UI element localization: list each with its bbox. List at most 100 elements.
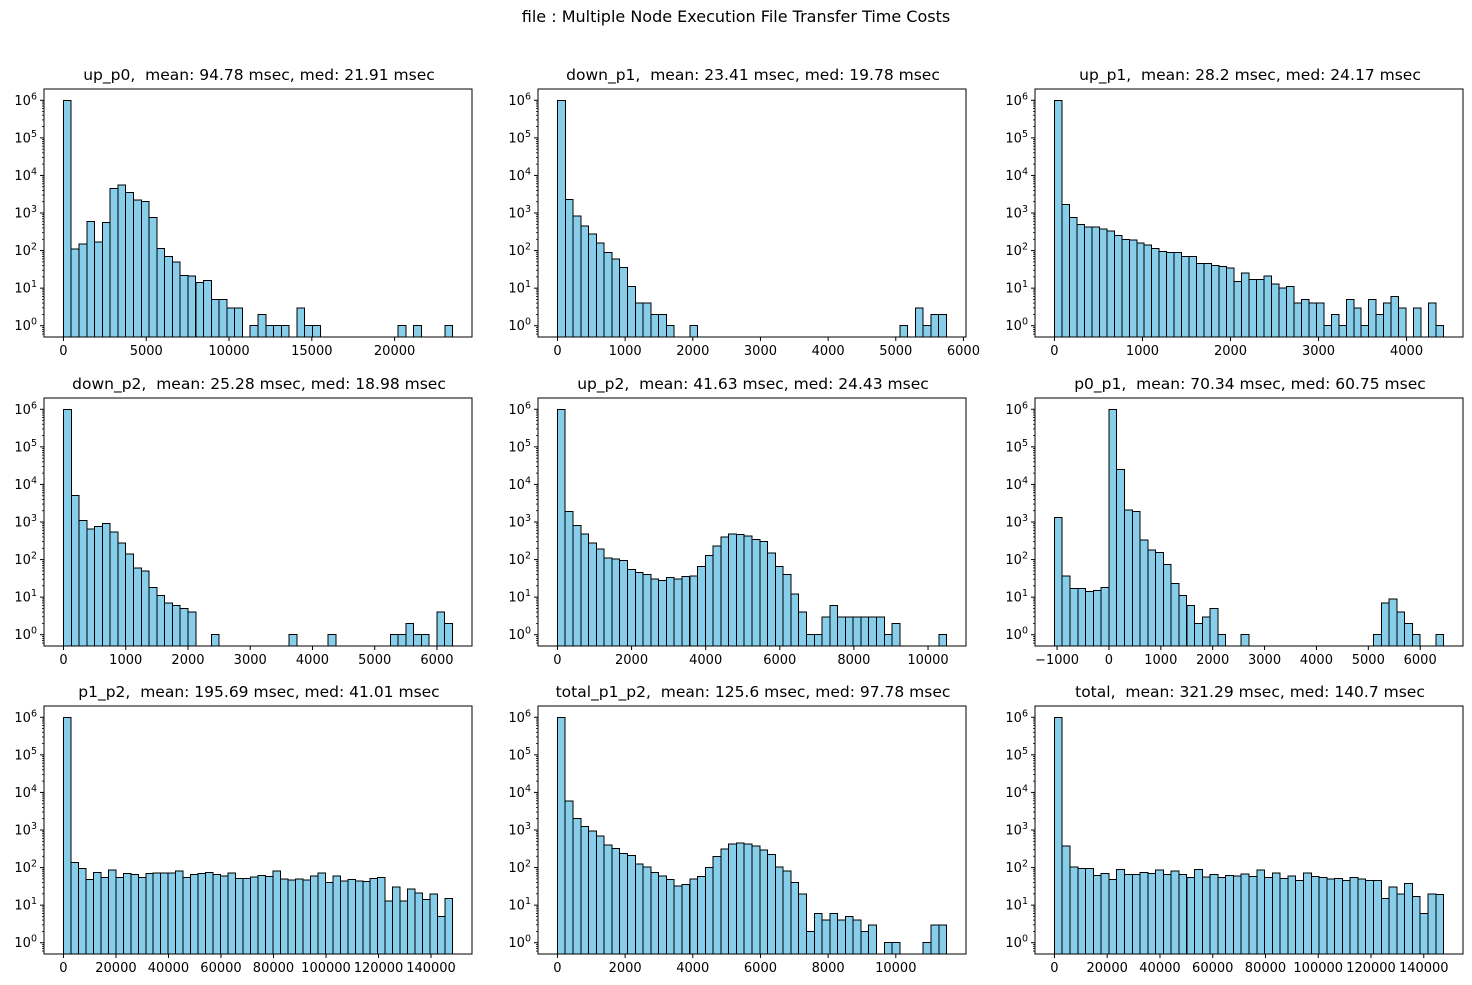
histogram-bar	[782, 870, 792, 955]
histogram-bar	[844, 616, 854, 647]
histogram-bar	[1108, 408, 1118, 647]
histogram-bar	[860, 616, 870, 647]
subplot-p0-p1: p0_p1, mean: 70.34 msec, med: 60.75 msec…	[993, 373, 1465, 673]
histogram-bar	[1147, 549, 1157, 647]
histogram-bar	[444, 325, 454, 338]
histogram-bar	[272, 870, 281, 955]
histogram-bar	[805, 634, 815, 647]
histogram-bar	[1085, 591, 1094, 647]
histogram-bar	[1170, 583, 1180, 647]
histogram-bar	[1123, 509, 1133, 647]
histogram-bar	[296, 307, 306, 338]
subplot-title-up-p2: up_p2, mean: 41.63 msec, med: 24.43 msec	[577, 375, 929, 393]
x-tick-label: 0	[553, 961, 561, 976]
histogram-bar	[1188, 255, 1198, 338]
histogram-bar	[1108, 879, 1118, 955]
histogram-bar	[125, 192, 134, 338]
histogram-bar	[728, 843, 737, 955]
x-tick-label: 20000	[1087, 961, 1128, 976]
histogram-bar	[1365, 880, 1375, 955]
histogram-bar	[1170, 870, 1180, 955]
histogram-bar	[354, 880, 364, 955]
y-tick-label: 105	[1005, 746, 1028, 764]
histogram-bar	[1255, 278, 1265, 338]
y-tick-label: 106	[508, 91, 531, 109]
y-tick-label: 102	[508, 859, 531, 877]
histogram-bar	[1368, 298, 1377, 338]
histogram-bar	[1232, 875, 1242, 955]
x-tick-label: 15000	[291, 344, 332, 359]
histogram-bar	[288, 634, 298, 647]
histogram-bar	[407, 888, 416, 955]
x-tick-label: 140000	[406, 961, 456, 976]
histogram-bar	[595, 548, 605, 647]
x-tick-label: 80000	[1245, 961, 1286, 976]
histogram-bar	[77, 867, 87, 955]
x-tick-label: 1000	[109, 653, 142, 668]
histogram-bar	[311, 325, 321, 338]
histogram-bar	[595, 242, 605, 338]
histogram-bar	[1326, 878, 1336, 955]
histogram-bar	[1178, 595, 1188, 647]
histogram-bar	[220, 875, 229, 955]
histogram-bar	[1158, 250, 1168, 338]
x-tick-label: 0	[553, 344, 561, 359]
histogram-bar	[70, 862, 79, 955]
x-tick-label: 0	[553, 653, 561, 668]
y-tick-label: 102	[1005, 551, 1028, 569]
histogram-bar	[132, 199, 142, 338]
histogram-plot-p1-p2: 100 101 102 103 104 105 106 0 20000 40000 60000 800…	[14, 705, 473, 976]
histogram-bar	[1053, 517, 1063, 647]
histogram-bar	[572, 525, 582, 647]
histogram-bar	[1116, 869, 1125, 955]
y-tick-label: 100	[508, 934, 531, 952]
y-tick-label: 104	[508, 475, 531, 493]
histogram-bar	[852, 919, 862, 955]
histogram-bar	[78, 243, 88, 338]
histogram-bar	[203, 279, 212, 338]
histogram-bar	[413, 634, 422, 647]
histogram-bar	[798, 611, 807, 647]
histogram-bar	[689, 575, 699, 647]
histogram-bar	[309, 875, 319, 955]
histogram-bar	[179, 607, 189, 647]
histogram-bar	[844, 915, 854, 955]
histogram-bar	[212, 874, 222, 955]
histogram-bar	[279, 878, 289, 955]
y-tick-label: 101	[1005, 279, 1028, 297]
histogram-bar	[1068, 217, 1078, 338]
x-tick-label: 100000	[1293, 961, 1343, 976]
subplot-title-up-p0: up_p0, mean: 94.78 msec, med: 21.91 msec	[83, 66, 435, 84]
histogram-bar	[179, 274, 189, 338]
y-tick-label: 106	[1005, 708, 1028, 726]
x-tick-label: 20000	[95, 961, 136, 976]
y-tick-label: 105	[14, 746, 37, 764]
histogram-bar	[62, 99, 72, 338]
histogram-bar	[891, 622, 901, 647]
histogram-bar	[728, 533, 737, 647]
x-tick-label: 3000	[744, 344, 777, 359]
x-tick-label: 2000	[1196, 653, 1229, 668]
histogram-bar	[619, 559, 628, 647]
histogram-bar	[1131, 874, 1141, 955]
histogram-bar	[101, 221, 111, 338]
histogram-bar	[420, 634, 430, 647]
histogram-bar	[226, 307, 236, 338]
histogram-plot-up-p2: 100 101 102 103 104 105 106 0 2000 4000 6000 8000 10…	[508, 397, 967, 668]
y-tick-label: 106	[14, 91, 37, 109]
y-tick-label: 103	[1005, 821, 1028, 839]
histogram-bar	[413, 325, 422, 338]
y-tick-label: 106	[1005, 91, 1028, 109]
histogram-bar	[1155, 551, 1164, 647]
y-tick-label: 100	[1005, 934, 1028, 952]
subplot-title-up-p1: up_p1, mean: 28.2 msec, med: 24.17 msec	[1079, 66, 1421, 84]
histogram-bar	[1264, 876, 1273, 955]
histogram-bar	[1155, 869, 1164, 955]
histogram-bar	[249, 325, 259, 338]
histogram-bar	[399, 900, 409, 955]
subplot-up-p1: up_p1, mean: 28.2 msec, med: 24.17 msec …	[993, 64, 1465, 364]
histogram-bar	[140, 201, 150, 338]
x-tick-label: 6000	[420, 653, 453, 668]
histogram-bar	[205, 871, 214, 955]
histogram-bar	[1053, 99, 1063, 338]
